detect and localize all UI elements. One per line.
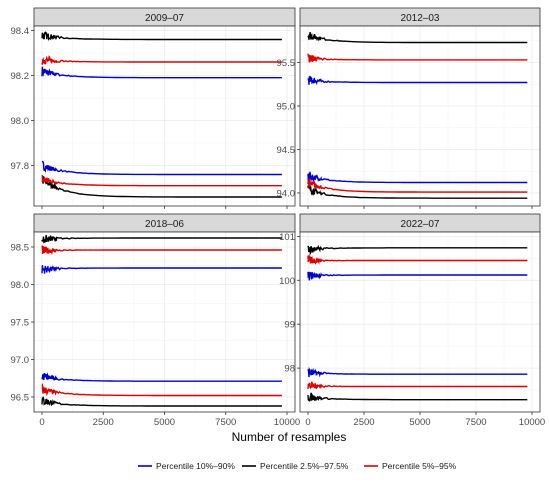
- legend: Percentile 10%–90% Percentile 2.5%–97.5% P…: [138, 461, 457, 471]
- legend-label: Percentile 10%–90%: [156, 461, 235, 471]
- series-line-upper: [307, 53, 528, 63]
- y-tick-label: 95.5: [277, 58, 296, 69]
- facet-title: 2012–03: [401, 13, 440, 24]
- series-line-lower: [307, 171, 528, 184]
- series-line-lower: [41, 382, 282, 397]
- y-tick-label: 97.5: [11, 318, 30, 329]
- y-tick-label: 97.8: [11, 161, 30, 172]
- series-line-lower: [41, 160, 282, 176]
- legend-label: Percentile 5%–95%: [382, 461, 457, 471]
- series-line-upper: [307, 253, 528, 266]
- x-tick-label: 10000: [519, 417, 545, 428]
- series-line-upper: [41, 54, 282, 65]
- series-line-lower: [307, 184, 528, 199]
- panels: 2009–07 97.8 98.0 98.2 98.4 2012–03 94.0 94.5 95…: [11, 7, 545, 428]
- y-tick-label: 94.5: [277, 145, 296, 156]
- legend-label: Percentile 2.5%–97.5%: [260, 461, 349, 471]
- series-line-lower: [41, 174, 282, 187]
- y-tick-label: 98: [284, 364, 295, 375]
- y-tick-label: 98.4: [11, 26, 30, 37]
- x-tick-label: 7500: [215, 417, 236, 428]
- facet-title: 2022–07: [401, 219, 440, 230]
- x-tick-label: 0: [39, 417, 44, 428]
- facet-panel: 2022–07 98 99 100 101 0 2500 5000 7500 10000: [279, 213, 545, 428]
- series-line-upper: [307, 244, 528, 256]
- x-tick-label: 2500: [93, 417, 114, 428]
- y-tick-label: 98.0: [11, 280, 30, 291]
- x-axis-label: Number of resamples: [232, 430, 347, 444]
- series-line-lower: [307, 178, 528, 193]
- y-tick-label: 101: [279, 232, 295, 243]
- series-line-lower: [307, 381, 528, 390]
- y-tick-label: 98.2: [11, 71, 30, 82]
- y-tick-label: 97.0: [11, 355, 30, 366]
- series-line-lower: [307, 366, 528, 378]
- y-tick-label: 99: [284, 320, 295, 331]
- y-tick-label: 98.0: [11, 116, 30, 127]
- series-line-upper: [307, 271, 528, 281]
- y-tick-label: 95.0: [277, 102, 296, 113]
- series-line-upper: [41, 234, 282, 244]
- series-line-lower: [41, 396, 282, 407]
- x-tick-label: 5000: [409, 417, 430, 428]
- series-line-upper: [41, 31, 282, 41]
- x-tick-label: 2500: [353, 417, 374, 428]
- y-tick-label: 100: [279, 276, 295, 287]
- y-tick-label: 98.5: [11, 243, 30, 254]
- series-line-upper: [307, 32, 528, 44]
- series-line-lower: [41, 176, 282, 198]
- facet-panel: 2009–07 97.8 98.0 98.2 98.4: [11, 7, 296, 209]
- x-tick-label: 10000: [274, 417, 300, 428]
- y-tick-label: 96.5: [11, 393, 30, 404]
- facet-panel: 2012–03 94.0 94.5 95.0 95.5: [277, 7, 541, 209]
- facet-title: 2009–07: [145, 13, 184, 24]
- facet-title: 2018–06: [145, 219, 184, 230]
- series-line-upper: [41, 245, 282, 256]
- series-line-lower: [41, 372, 282, 382]
- x-tick-label: 7500: [465, 417, 486, 428]
- series-line-upper: [41, 265, 282, 274]
- series-line-lower: [307, 392, 528, 402]
- x-tick-label: 0: [305, 417, 310, 428]
- facet-panel: 2018–06 96.5 97.0 97.5 98.0 98.5 0 2500 5000 7500…: [11, 213, 300, 428]
- series-line-upper: [307, 75, 528, 86]
- y-tick-label: 94.0: [277, 188, 296, 199]
- x-tick-label: 5000: [154, 417, 175, 428]
- series-line-upper: [41, 66, 282, 79]
